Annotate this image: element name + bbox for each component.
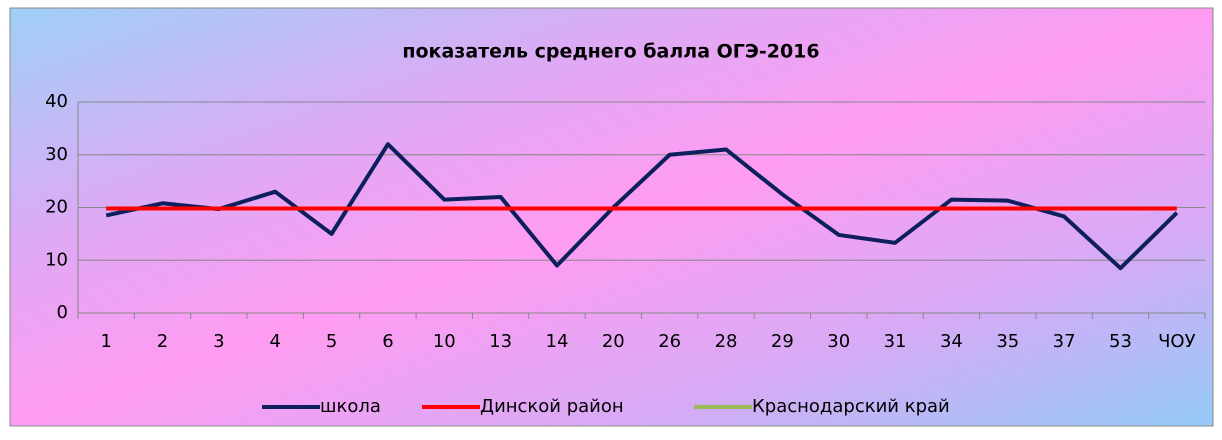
y-tick-label: 30 <box>45 144 68 165</box>
x-tick-label: 2 <box>157 331 168 352</box>
legend-label: Динской район <box>480 396 624 417</box>
x-tick-label: 1 <box>100 331 111 352</box>
x-tick-label: 29 <box>771 331 794 352</box>
y-tick-label: 20 <box>45 197 68 218</box>
x-tick-label: 31 <box>884 331 907 352</box>
x-tick-label: 14 <box>546 331 569 352</box>
chart-background <box>9 7 1214 427</box>
x-tick-label: 37 <box>1053 331 1076 352</box>
x-tick-label: 34 <box>940 331 963 352</box>
x-tick-label: 28 <box>715 331 738 352</box>
series-line <box>105 142 1179 271</box>
x-tick-label: 4 <box>269 331 280 352</box>
x-tick-label: 53 <box>1109 331 1132 352</box>
legend-label: школа <box>320 396 381 417</box>
x-tick-label: 6 <box>382 331 393 352</box>
x-tick-label: 3 <box>213 331 224 352</box>
y-tick-label: 0 <box>57 302 68 323</box>
x-tick-label: 13 <box>489 331 512 352</box>
x-tick-label: 30 <box>827 331 850 352</box>
y-tick-label: 40 <box>45 91 68 112</box>
chart-title: показатель среднего балла ОГЭ-2016 <box>402 41 819 63</box>
x-tick-label: 20 <box>602 331 625 352</box>
y-tick-label: 10 <box>45 249 68 270</box>
x-tick-label: 10 <box>433 331 456 352</box>
x-tick-label: 26 <box>658 331 681 352</box>
x-tick-label: ЧОУ <box>1158 331 1196 352</box>
legend-label: Краснодарский край <box>752 396 950 417</box>
x-tick-label: 35 <box>996 331 1019 352</box>
x-tick-label: 5 <box>326 331 337 352</box>
